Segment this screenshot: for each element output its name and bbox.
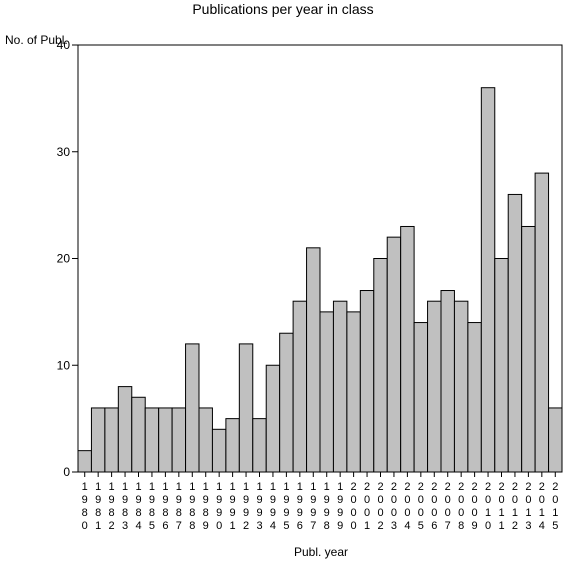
bar-1998 xyxy=(319,311,334,473)
bar-1993 xyxy=(252,418,267,473)
bar-2015 xyxy=(548,407,563,473)
bar-2007 xyxy=(440,290,455,473)
y-axis-label: No. of Publ. xyxy=(5,33,68,47)
bar-1992 xyxy=(238,343,254,473)
bar-1999 xyxy=(332,300,348,473)
bar-2005 xyxy=(413,322,429,473)
x-axis-label: Publ. year xyxy=(294,545,348,559)
bar-2014 xyxy=(534,172,550,473)
plot-frame xyxy=(77,44,563,473)
x-axis: 1 9 8 0 1 9 8 1 1 9 8 2 1 9 8 3 1 9 8 4 1 9 8 5 1 9 8 6 1 9 8 7 1 9 8 8 1 9 8 9… xyxy=(82,472,558,532)
bar-1986 xyxy=(158,407,173,473)
bar-1989 xyxy=(198,407,213,473)
bar-1996 xyxy=(292,300,308,473)
y-tick-label: 40 xyxy=(57,38,71,52)
bar-1991 xyxy=(225,418,240,473)
bar-1988 xyxy=(185,343,200,473)
bar-1990 xyxy=(211,428,227,473)
bar-2000 xyxy=(346,311,361,473)
y-tick-label: 20 xyxy=(57,252,71,266)
y-tick-label: 0 xyxy=(63,465,70,479)
bar-2011 xyxy=(494,258,509,473)
bar-2010 xyxy=(480,87,496,473)
bar-1983 xyxy=(117,386,133,473)
y-axis: 0 10 20 30 40 xyxy=(57,38,78,479)
bar-2008 xyxy=(453,300,469,473)
bar-1980 xyxy=(77,450,92,473)
bar-2001 xyxy=(359,290,375,473)
bar-2012 xyxy=(507,193,523,473)
bar-1997 xyxy=(306,247,321,473)
bar-1982 xyxy=(104,407,119,473)
bar-2002 xyxy=(373,258,388,473)
bar-1987 xyxy=(171,407,187,473)
bar-1994 xyxy=(265,364,281,473)
chart-title: Publications per year in class xyxy=(192,1,373,17)
bars-group xyxy=(77,87,563,473)
bar-2013 xyxy=(521,225,536,473)
y-tick-label: 30 xyxy=(57,145,71,159)
bar-1995 xyxy=(279,332,294,473)
bar-2006 xyxy=(427,300,442,473)
bar-2009 xyxy=(467,322,482,473)
bar-2004 xyxy=(400,225,415,473)
bar-2003 xyxy=(386,236,402,473)
y-tick-label: 10 xyxy=(57,358,71,372)
bar-1985 xyxy=(144,407,160,473)
bar-1984 xyxy=(131,396,146,473)
bar-1981 xyxy=(90,407,106,473)
